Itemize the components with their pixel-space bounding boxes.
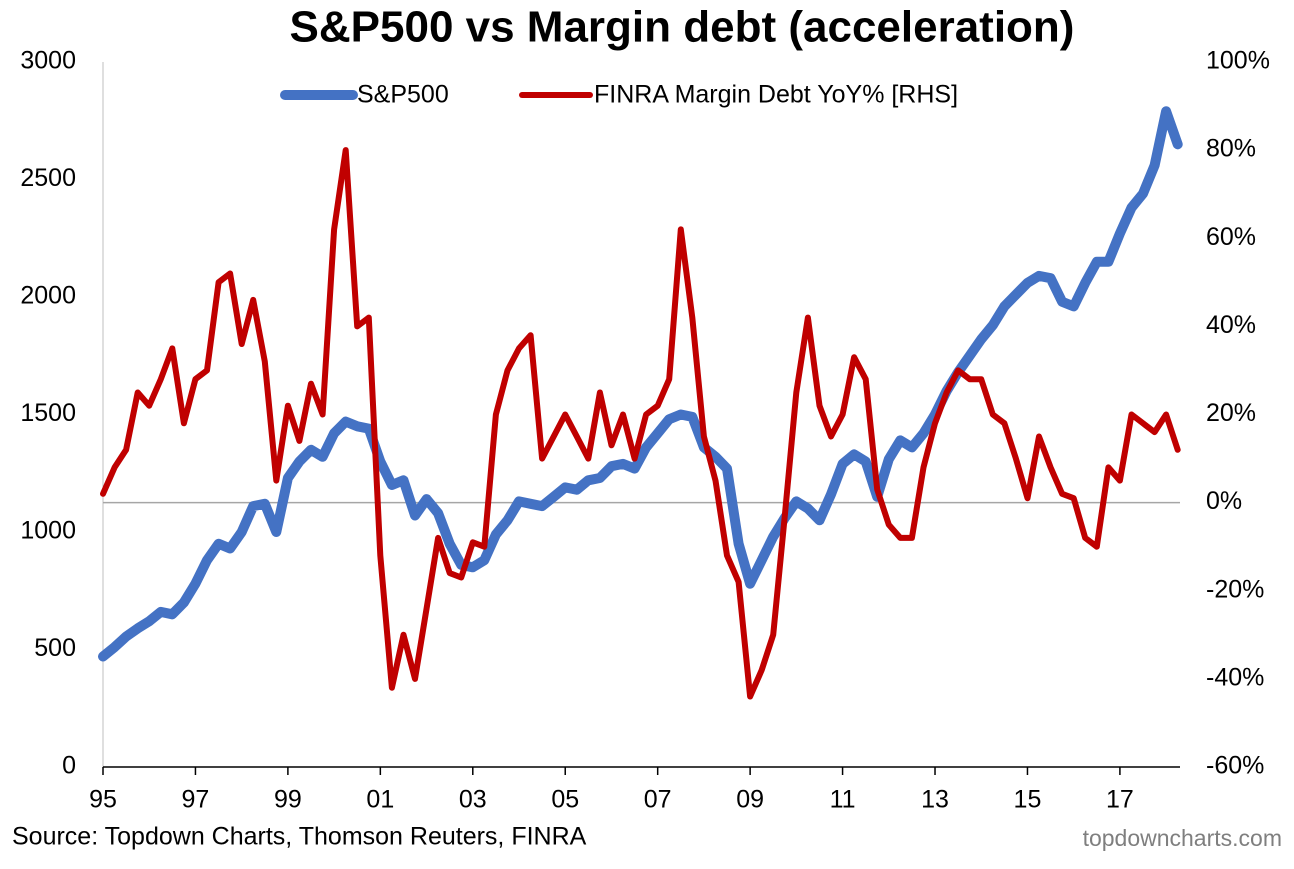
x-tick-label: 15 — [1014, 786, 1042, 814]
chart-title: S&P500 vs Margin debt (acceleration) — [290, 3, 1075, 52]
y2-tick-label: -40% — [1206, 663, 1264, 691]
y2-tick-label: 20% — [1206, 399, 1256, 427]
series-line — [100, 147, 1181, 700]
y2-tick-label: 100% — [1206, 47, 1270, 75]
x-tick-label: 07 — [644, 786, 672, 814]
y-tick-label: 2000 — [20, 282, 76, 310]
x-tick-label: 09 — [736, 786, 764, 814]
y-tick-label: 2500 — [20, 164, 76, 192]
x-tick-label: 99 — [274, 786, 302, 814]
x-tick-label: 01 — [366, 786, 394, 814]
x-tick-label: 95 — [89, 786, 117, 814]
x-tick-label: 97 — [182, 786, 210, 814]
y2-tick-label: -60% — [1206, 752, 1264, 780]
y2-tick-label: 60% — [1206, 223, 1256, 251]
y-tick-label: 3000 — [20, 47, 76, 75]
y-tick-label: 1000 — [20, 517, 76, 545]
y2-tick-label: 80% — [1206, 135, 1256, 163]
y-tick-label: 500 — [34, 634, 76, 662]
legend-label: S&P500 — [357, 81, 449, 109]
y2-tick-label: 40% — [1206, 311, 1256, 339]
legend-label: FINRA Margin Debt YoY% [RHS] — [594, 81, 958, 109]
y2-tick-label: -20% — [1206, 575, 1264, 603]
y-tick-label: 0 — [62, 752, 76, 780]
source: Source: Topdown Charts, Thomson Reuters,… — [12, 823, 587, 851]
series-line — [98, 106, 1183, 662]
x-tick-label: 17 — [1106, 786, 1134, 814]
x-tick-label: 11 — [830, 786, 856, 814]
x-tick-label: 05 — [551, 786, 579, 814]
y-tick-label: 1500 — [20, 399, 76, 427]
y2-tick-label: 0% — [1206, 487, 1242, 515]
watermark: topdowncharts.com — [1083, 825, 1282, 851]
x-tick-label: 13 — [921, 786, 949, 814]
x-tick-label: 03 — [459, 786, 487, 814]
